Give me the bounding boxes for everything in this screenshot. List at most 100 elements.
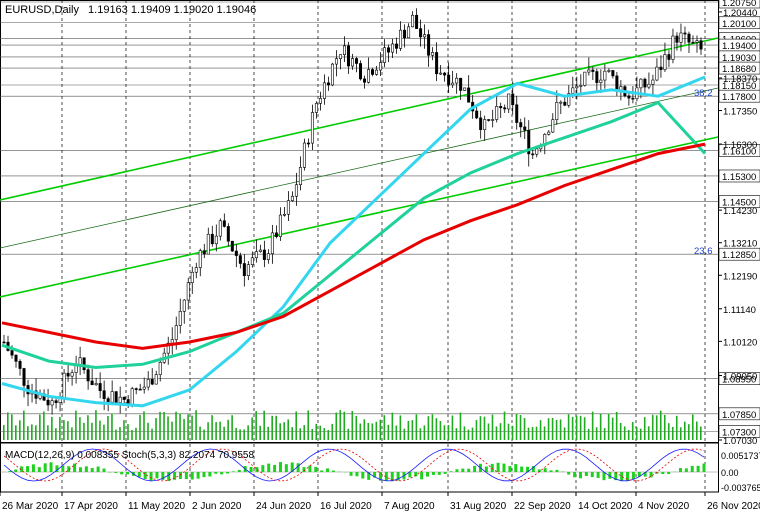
macd-histogram-bar	[31, 464, 35, 472]
volume-bar	[571, 416, 574, 440]
price-tick-label: 1.14230	[723, 206, 757, 217]
volume-bar	[511, 425, 514, 440]
candle-body	[499, 106, 503, 109]
volume-bar	[363, 419, 366, 440]
candle-body	[431, 52, 435, 56]
volume-bar	[543, 426, 546, 440]
price-level-box	[718, 0, 760, 9]
price-level-box	[718, 89, 760, 103]
price-level-text: 1.18680	[722, 64, 756, 75]
volume-bar	[95, 410, 97, 440]
volume-bar	[259, 425, 261, 440]
volume-bar	[507, 423, 510, 440]
volume-bar	[107, 416, 109, 440]
candle-body	[699, 40, 703, 50]
volume-bar	[63, 420, 65, 440]
macd-histogram-bar	[555, 469, 559, 472]
candle-body	[66, 372, 70, 377]
macd-histogram-bar	[184, 472, 188, 480]
macd-histogram-bar	[408, 472, 412, 478]
macd-histogram-bar	[314, 466, 318, 472]
macd-histogram-bar	[626, 472, 630, 481]
macd-histogram-bar	[208, 472, 212, 477]
volume-bar	[239, 429, 241, 440]
candle-body	[246, 264, 250, 277]
macd-histogram-bar	[349, 472, 353, 476]
volume-bar	[395, 425, 398, 440]
volume-bar	[595, 427, 598, 440]
volume-bar	[287, 419, 290, 440]
volume-bar	[415, 414, 418, 440]
macd-histogram-bar	[55, 465, 59, 472]
macd-histogram-bar	[496, 462, 500, 472]
candle-body	[379, 62, 383, 71]
candle-body	[74, 365, 78, 373]
price-tick-label: 1.09050	[723, 372, 757, 383]
candle-body	[571, 87, 575, 94]
volume-bar	[351, 411, 354, 440]
price-level-text: 1.17800	[722, 92, 756, 103]
volume-bar	[267, 426, 269, 440]
macd-histogram-bar	[696, 465, 700, 472]
grid-lines	[0, 0, 719, 493]
macd-histogram-bar	[214, 472, 218, 474]
volume-bar	[635, 427, 638, 440]
macd-histogram-bar	[443, 472, 447, 474]
volume-bar	[59, 417, 61, 440]
candle-body	[575, 85, 579, 89]
volume-bar	[523, 418, 526, 440]
macd-histogram-bar	[43, 463, 47, 472]
candle-body	[507, 93, 511, 110]
candle-body	[118, 396, 122, 403]
candle-body	[355, 58, 359, 64]
ma-line-ma_fast	[1, 75, 706, 408]
candle-body	[210, 233, 214, 245]
volume-bar	[127, 424, 129, 440]
candle-body	[455, 77, 459, 84]
macd-histogram-bar	[367, 472, 371, 480]
price-tick-label: 1.17350	[723, 107, 757, 118]
macd-histogram-bar	[502, 463, 506, 472]
candle-body	[242, 263, 246, 277]
candle-body	[318, 98, 322, 104]
candle-body	[495, 106, 499, 120]
chart-title: EURUSD,Daily 1.19163 1.19409 1.19020 1.1…	[5, 4, 256, 16]
volume-bar	[279, 423, 281, 440]
volume-bar	[663, 414, 666, 440]
candle-body	[463, 87, 467, 91]
macd-histogram-bar	[290, 462, 294, 472]
volume-bar	[651, 414, 654, 440]
volume-bar	[655, 415, 658, 440]
macd-histogram-bar	[702, 463, 706, 472]
macd-histogram-bar	[449, 471, 453, 472]
volume-bar	[431, 414, 434, 440]
volume-bar	[23, 410, 25, 440]
candle-body	[306, 142, 310, 145]
macd-histogram-bar	[684, 468, 688, 472]
candle-body	[222, 220, 226, 227]
macd-histogram-bar	[596, 472, 600, 478]
price-level-box	[718, 425, 760, 438]
macd-histogram-bar	[296, 463, 300, 472]
candle-body	[535, 148, 539, 155]
macd-histogram-bar	[549, 470, 553, 472]
candle-body	[451, 82, 455, 86]
macd-histogram-bar	[384, 472, 388, 481]
ma-line-ma_slow	[1, 142, 706, 350]
candle-body	[651, 79, 655, 85]
macd-histogram-bar	[431, 472, 435, 475]
price-level-label: 1.15300	[718, 169, 760, 183]
price-level-text: 1.15300	[722, 172, 756, 183]
candle-body	[330, 63, 334, 86]
macd-histogram-bar	[49, 462, 53, 472]
volume-bar	[603, 428, 606, 440]
date-label: 16 Jul 2020	[320, 501, 372, 512]
volume-bar	[519, 414, 522, 440]
candle-body	[415, 14, 419, 29]
volume-bar	[371, 423, 374, 440]
volume-bar	[171, 421, 173, 440]
macd-histogram-bar	[526, 466, 530, 472]
volume-bar	[283, 422, 285, 440]
candle-body	[675, 35, 679, 43]
date-label: 31 Aug 2020	[450, 501, 507, 512]
